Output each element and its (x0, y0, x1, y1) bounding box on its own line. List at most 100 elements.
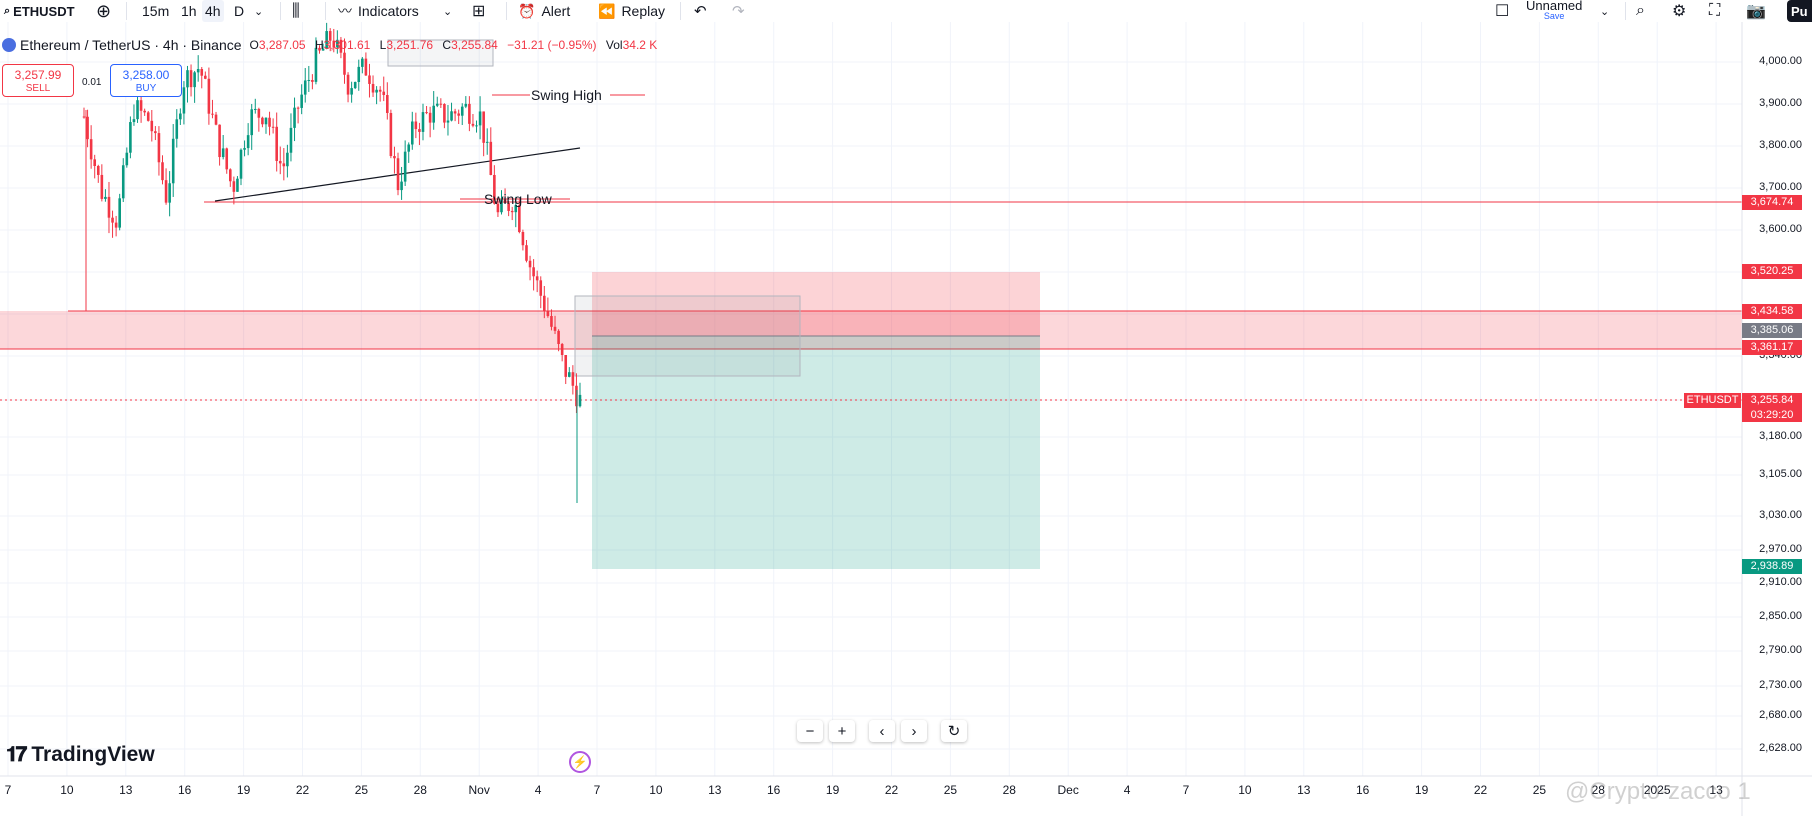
candle-body (439, 103, 443, 105)
symbol-legend: Ethereum / TetherUS · 4h · Binance O3,28… (2, 36, 663, 54)
candle-body (204, 75, 207, 79)
scroll-right-button[interactable]: › (901, 720, 927, 742)
layout-checkbox-icon[interactable]: ☐ (1495, 3, 1510, 20)
candle-body (139, 100, 143, 111)
buy-button[interactable]: 3,258.00 BUY (110, 64, 182, 97)
toolbar-separator (280, 2, 281, 20)
reset-chart-button[interactable]: ↻ (941, 720, 967, 742)
time-tick-label: 16 (767, 783, 781, 797)
candle-body (478, 111, 482, 126)
swing-high-annotation[interactable]: Swing High (531, 87, 602, 103)
candle-body (189, 70, 193, 88)
candle-body (318, 47, 321, 51)
spread-value: 0.01 (82, 77, 102, 88)
time-tick-label: 28 (1591, 783, 1605, 797)
chevron-down-icon[interactable]: ⌄ (443, 5, 453, 18)
candle-body (168, 183, 171, 203)
price-tick-label: 2,790.00 (1759, 644, 1802, 656)
candle-body (375, 89, 378, 93)
legend-title[interactable]: Ethereum / TetherUS · 4h · Binance (20, 37, 242, 53)
symbol-search[interactable]: ⌕ ETHUSDT (4, 0, 75, 22)
candle-body (211, 113, 214, 115)
interval-1h[interactable]: 1h (181, 3, 197, 19)
candle-body (386, 95, 389, 114)
interval-d[interactable]: D (234, 3, 245, 19)
candle-body (496, 203, 500, 213)
candles-chart-type-icon[interactable]: ⫼ (292, 1, 300, 20)
interval-4h[interactable]: 4h (202, 0, 224, 22)
candle-body (389, 113, 393, 157)
candle-body (293, 107, 296, 128)
candle-body (482, 111, 485, 143)
sell-button[interactable]: 3,257.99 SELL (2, 64, 74, 97)
candle-body (268, 117, 271, 127)
candle-body (353, 82, 357, 89)
lightning-icon[interactable]: ⚡ (569, 751, 591, 773)
scroll-left-button[interactable]: ‹ (869, 720, 895, 742)
compare-add-icon[interactable]: ⊕ (96, 0, 112, 21)
time-tick-label: 7 (4, 783, 12, 797)
camera-snapshot-icon[interactable]: 📷 (1746, 3, 1766, 20)
candle-body (311, 79, 314, 82)
candle-body (271, 126, 275, 128)
candle-body (196, 69, 200, 73)
candle-body (171, 138, 175, 184)
candle-body (132, 119, 136, 123)
price-tick-label: 2,628.00 (1759, 742, 1802, 754)
candle-body (143, 110, 146, 113)
candle-body (186, 70, 189, 88)
candle-body (564, 354, 568, 377)
replay-button[interactable]: ⏪ Replay (598, 0, 665, 22)
indicators-label: Indicators (358, 3, 419, 19)
redo-icon[interactable]: ↷ (732, 3, 745, 20)
candle-body (264, 117, 268, 125)
indicators-icon: 〰 (338, 3, 352, 19)
candle-body (543, 295, 546, 312)
candle-body (453, 111, 457, 114)
candle-body (514, 205, 518, 213)
low-label: L (379, 38, 387, 52)
time-tick-label: 10 (60, 783, 74, 797)
interval-15m[interactable]: 15m (142, 3, 170, 19)
alert-button[interactable]: ⏰ Alert (518, 0, 570, 22)
time-tick-label: 13 (708, 783, 722, 797)
candle-body (414, 121, 418, 130)
settings-gear-icon[interactable]: ⚙ (1672, 3, 1687, 20)
chevron-down-icon[interactable]: ⌄ (254, 5, 264, 18)
candle-body (157, 133, 161, 163)
time-tick-label: 19 (825, 783, 840, 797)
layout-name-button[interactable]: Unnamed Save (1526, 0, 1582, 22)
undo-icon[interactable]: ↶ (694, 3, 707, 20)
quick-search-icon[interactable]: ⌕ (1636, 2, 1645, 19)
watermark-text: @Crypto-zacco 1 (1565, 778, 1751, 805)
rewind-icon: ⏪ (598, 2, 616, 19)
candle-body (378, 89, 382, 92)
candle-body (539, 280, 543, 296)
publish-button[interactable]: Pu (1787, 0, 1812, 22)
time-tick-label: 13 (119, 783, 133, 797)
indicators-button[interactable]: 〰 Indicators (338, 0, 419, 22)
chevron-down-icon[interactable]: ⌄ (1600, 5, 1610, 18)
supply-zone (0, 311, 1742, 349)
price-level-tag: 3,385.06 (1742, 323, 1802, 338)
zoom-in-button[interactable]: + (829, 720, 855, 742)
zoom-out-button[interactable]: − (797, 720, 823, 742)
candle-body (560, 344, 564, 355)
layout-grid-icon[interactable]: ⊞ (472, 3, 486, 20)
swing-low-annotation[interactable]: Swing Low (484, 191, 552, 207)
replay-label: Replay (621, 3, 666, 19)
tradingview-logo[interactable]: 𝟏𝟕 TradingView (6, 743, 155, 767)
time-tick-label: 16 (1356, 783, 1370, 797)
time-tick-label: 25 (354, 783, 369, 797)
buy-price: 3,258.00 (122, 68, 170, 82)
time-tick-label: 25 (1532, 783, 1547, 797)
high-box (387, 39, 494, 67)
candle-body (450, 111, 453, 121)
candles (82, 22, 582, 503)
candle-body (321, 48, 325, 51)
fullscreen-icon[interactable]: ⛶ (1709, 2, 1721, 19)
candle-body (218, 124, 221, 158)
vol-value: 34.2 K (622, 38, 658, 52)
change-value: −31.21 (−0.95%) (507, 38, 597, 52)
